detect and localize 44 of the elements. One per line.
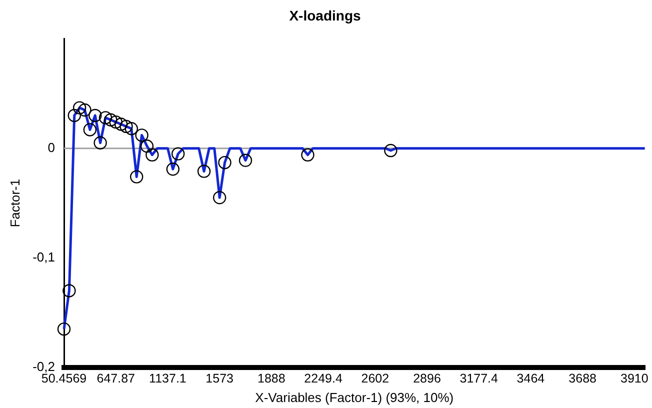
x-tick-label: 3464 <box>516 371 545 386</box>
x-tick-label: 3688 <box>568 371 597 386</box>
point <box>238 154 252 167</box>
point <box>301 148 314 162</box>
x-tick-label: 3177.4 <box>460 371 498 386</box>
point <box>114 118 128 131</box>
y-tick-label: -0,1 <box>32 249 55 264</box>
x-tick-label: 2896 <box>413 371 441 386</box>
point <box>120 120 133 134</box>
x-tick-label: 1573 <box>206 371 234 386</box>
point <box>146 148 159 162</box>
point <box>72 101 86 114</box>
point <box>62 284 76 298</box>
x-tick-label: 1137.1 <box>149 371 186 386</box>
point <box>94 136 107 150</box>
point <box>130 170 144 184</box>
x-tick-label: 50.4569 <box>41 371 87 386</box>
point <box>124 122 138 136</box>
y-tick-label: 0 <box>48 140 55 155</box>
x-axis-title: X-Variables (Factor-1) (93%, 10%) <box>255 390 454 405</box>
x-tick-label: 2602 <box>361 371 390 386</box>
x-tick-label: 647.87 <box>96 371 136 386</box>
point <box>104 113 118 126</box>
point <box>384 144 398 158</box>
point <box>212 191 226 204</box>
x-tick-label: 3910 <box>620 371 648 386</box>
point <box>109 115 122 129</box>
chart-title: X-loadings <box>289 7 361 24</box>
x-tick-label: 1888 <box>258 371 286 386</box>
point <box>68 108 81 122</box>
point <box>171 147 185 160</box>
point <box>88 108 102 122</box>
x-tick-label: 2249.4 <box>304 371 342 386</box>
point <box>166 162 180 176</box>
point <box>197 164 211 178</box>
point <box>140 140 154 153</box>
y-tick-label: -0,2 <box>32 358 55 374</box>
y-axis-title: Factor-1 <box>7 178 22 228</box>
point <box>98 111 112 124</box>
point <box>83 123 97 136</box>
point <box>57 322 71 336</box>
point <box>135 128 148 142</box>
point <box>218 156 232 170</box>
point <box>78 103 92 117</box>
